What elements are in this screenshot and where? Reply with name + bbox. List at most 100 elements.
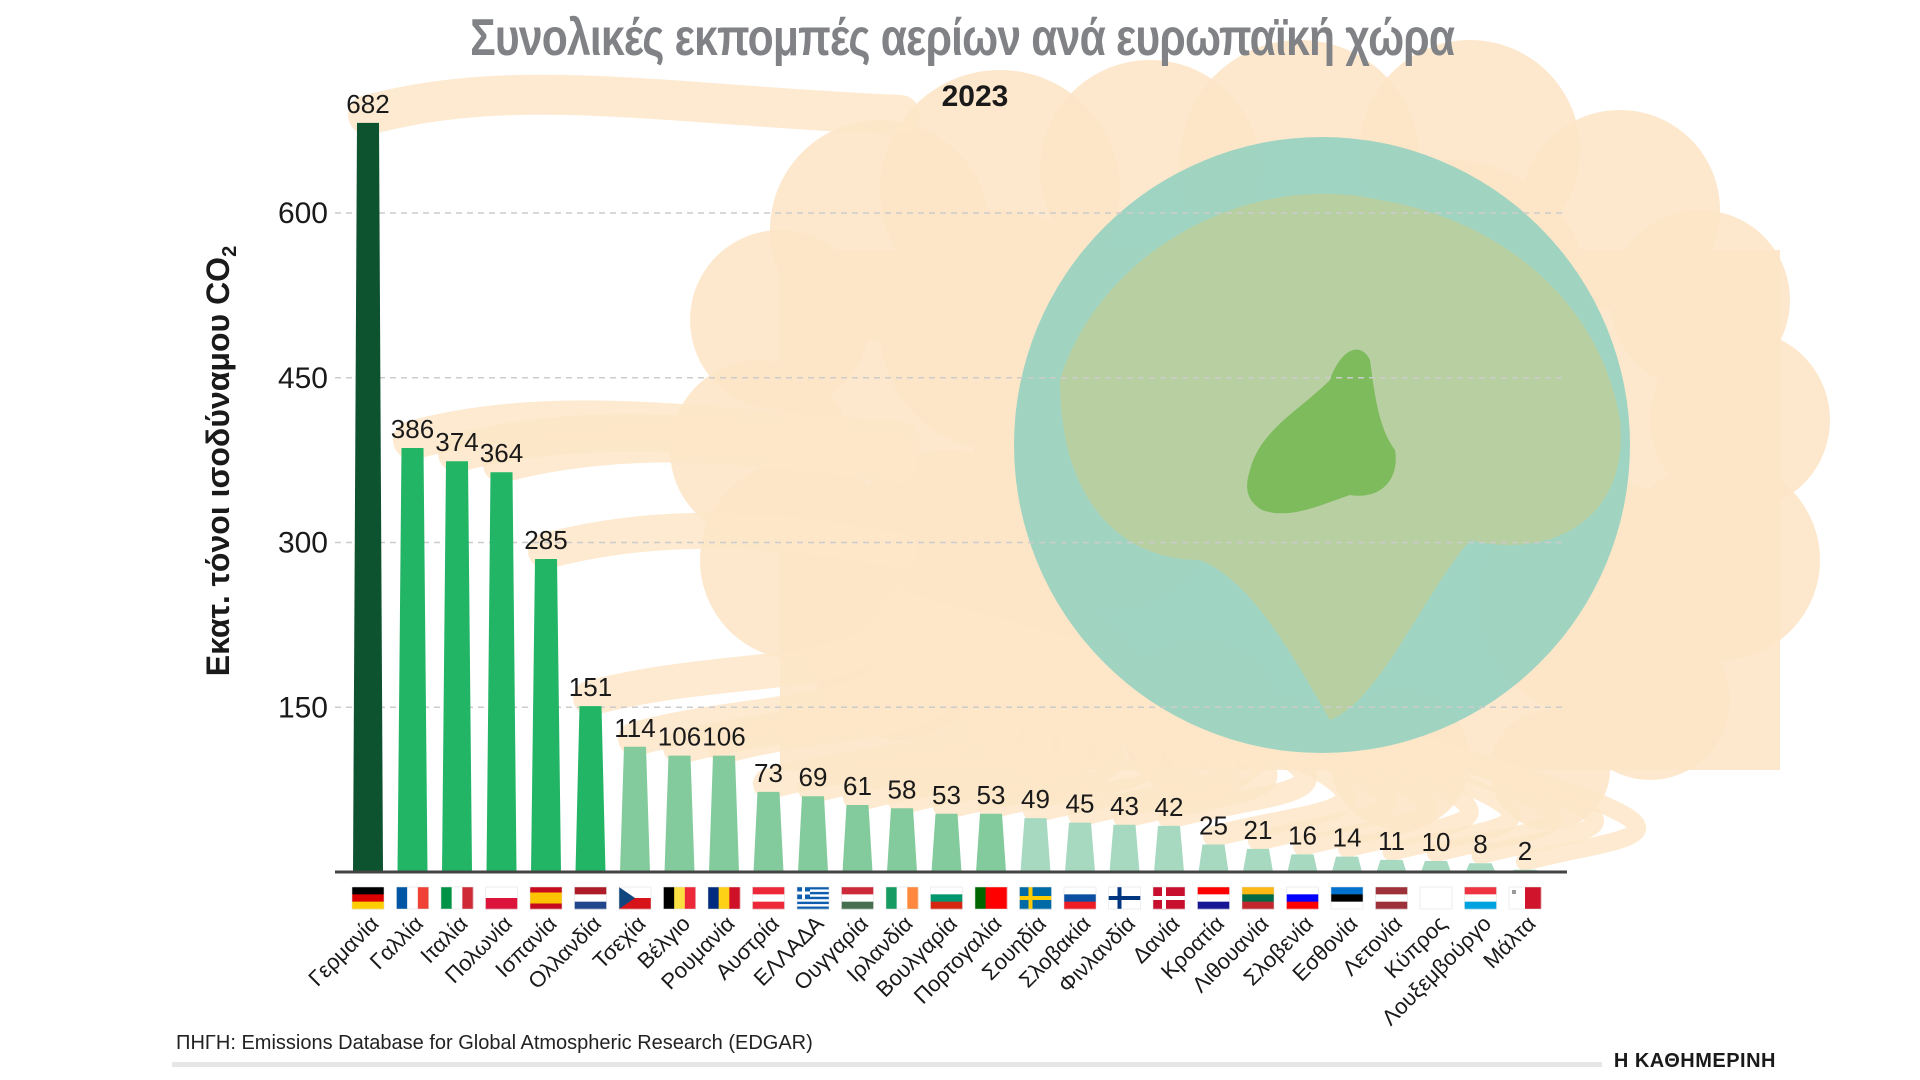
flag-icon [618, 886, 652, 910]
flag-stripe [841, 887, 874, 895]
flag-border [1108, 886, 1141, 910]
flag-border [930, 886, 963, 910]
globe-illustration [1014, 137, 1630, 753]
y-tick-label: 450 [278, 362, 328, 395]
flag-stripe [1375, 894, 1408, 902]
flag-icon [1152, 886, 1186, 910]
flag-stripe [530, 892, 562, 899]
data-label: 61 [843, 771, 872, 801]
flag-border [1375, 886, 1408, 910]
flag-icon [1197, 886, 1230, 910]
flag-icon [574, 886, 607, 910]
flag-stripe [1331, 887, 1363, 895]
flag-stripe [1064, 887, 1096, 895]
flag-border [1152, 886, 1186, 910]
flag-border [663, 886, 696, 910]
data-label: 21 [1244, 815, 1273, 845]
flag-stripe [1420, 887, 1452, 910]
flag-border [1019, 886, 1052, 910]
flag-border [1241, 886, 1275, 910]
flag-icon [707, 886, 741, 910]
flag-stripe [674, 887, 686, 909]
flag-icon [663, 886, 696, 910]
flag-border [485, 886, 518, 910]
publisher-logo: Η ΚΑΘΗΜΕΡΙΝΗ [1613, 1050, 1776, 1072]
flag-stripe [1464, 901, 1497, 910]
flag-border [1330, 886, 1364, 910]
x-tick-labels: ΓερμανίαΓαλλίαΙταλίαΠολωνίαΙσπανίαΟλλανδ… [303, 911, 1540, 1031]
footer-rule [172, 1062, 1602, 1067]
bar-Λετονία [1376, 859, 1407, 872]
flag-stripe [797, 894, 829, 898]
flags [351, 886, 1542, 910]
flag-border [529, 886, 563, 910]
smoke-trail [528, 512, 918, 569]
data-label: 53 [932, 780, 961, 810]
flag-icon [440, 886, 474, 910]
flag-stripe [1375, 887, 1408, 895]
flag-stripe [907, 887, 919, 909]
flag-stripe [663, 887, 675, 909]
flag-stripe [574, 894, 607, 902]
flag-stripe [352, 887, 384, 895]
flag-border [1286, 886, 1319, 910]
flag-border [618, 886, 652, 910]
smoke-trail [348, 74, 920, 135]
flag-icon [351, 886, 385, 910]
flag-stripe [752, 894, 785, 902]
bar-Ιρλανδία [887, 808, 917, 872]
flag-icon [1108, 886, 1141, 910]
flag-stripe [797, 891, 829, 895]
data-label: 53 [977, 780, 1006, 810]
flag-stripe [896, 887, 908, 909]
flag-stripe [797, 901, 829, 905]
flag-stripe [1064, 901, 1096, 910]
flag-stripe [574, 901, 607, 910]
flag-stripe [1286, 887, 1319, 895]
flag-border [841, 886, 874, 910]
data-label: 11 [1378, 826, 1405, 856]
chart-subtitle: 2023 [941, 80, 1009, 113]
flag-stripe [1242, 901, 1274, 910]
data-label: 386 [391, 414, 434, 444]
flag-icon [1330, 886, 1364, 910]
flag-border [351, 886, 385, 910]
bar-ΕΛΛΑΔΑ [798, 796, 828, 872]
flag-stripe [619, 898, 651, 910]
flag-cross [1019, 896, 1052, 900]
flag-stripe [797, 896, 829, 900]
flag-stripe [417, 887, 429, 909]
chart-title: Συνολικές εκπομπές αερίων ανά ευρωπαϊκή … [470, 9, 1455, 67]
flag-icon [485, 886, 518, 910]
gridlines [335, 212, 1565, 708]
flag-stripe [1064, 894, 1096, 902]
flag-icon [1508, 886, 1542, 910]
data-label: 364 [480, 438, 523, 468]
bar-Σλοβακία [1065, 822, 1095, 872]
data-label: 8 [1473, 829, 1487, 859]
data-label: 73 [754, 758, 783, 788]
bar-Ιταλία [442, 461, 472, 872]
flag-stripe [684, 887, 696, 909]
y-axis-label: Εκατ. τόνοι ισοδύναμου CO2 [200, 246, 242, 676]
flag-border [574, 886, 607, 910]
flag-stripe [1331, 901, 1363, 910]
flag-stripe [985, 887, 997, 909]
bar-Κροατία [1198, 844, 1229, 872]
flag-border [1063, 886, 1097, 910]
bar-Λιθουανία [1243, 848, 1273, 872]
bar-Δανία [1154, 825, 1184, 872]
data-label: 69 [799, 762, 828, 792]
flag-icon [1419, 886, 1453, 910]
data-label: 151 [569, 672, 612, 702]
y-axis-label-text: Εκατ. τόνοι ισοδύναμου CO [199, 256, 236, 677]
data-label: 10 [1422, 827, 1451, 857]
data-label: 106 [658, 722, 701, 752]
bar-Ουγγαρία [842, 805, 873, 872]
flag-cross [797, 891, 810, 895]
flag-stripe [352, 901, 384, 910]
flag-stripe [975, 887, 986, 909]
data-label: 42 [1155, 792, 1184, 822]
data-label: 45 [1066, 789, 1095, 819]
